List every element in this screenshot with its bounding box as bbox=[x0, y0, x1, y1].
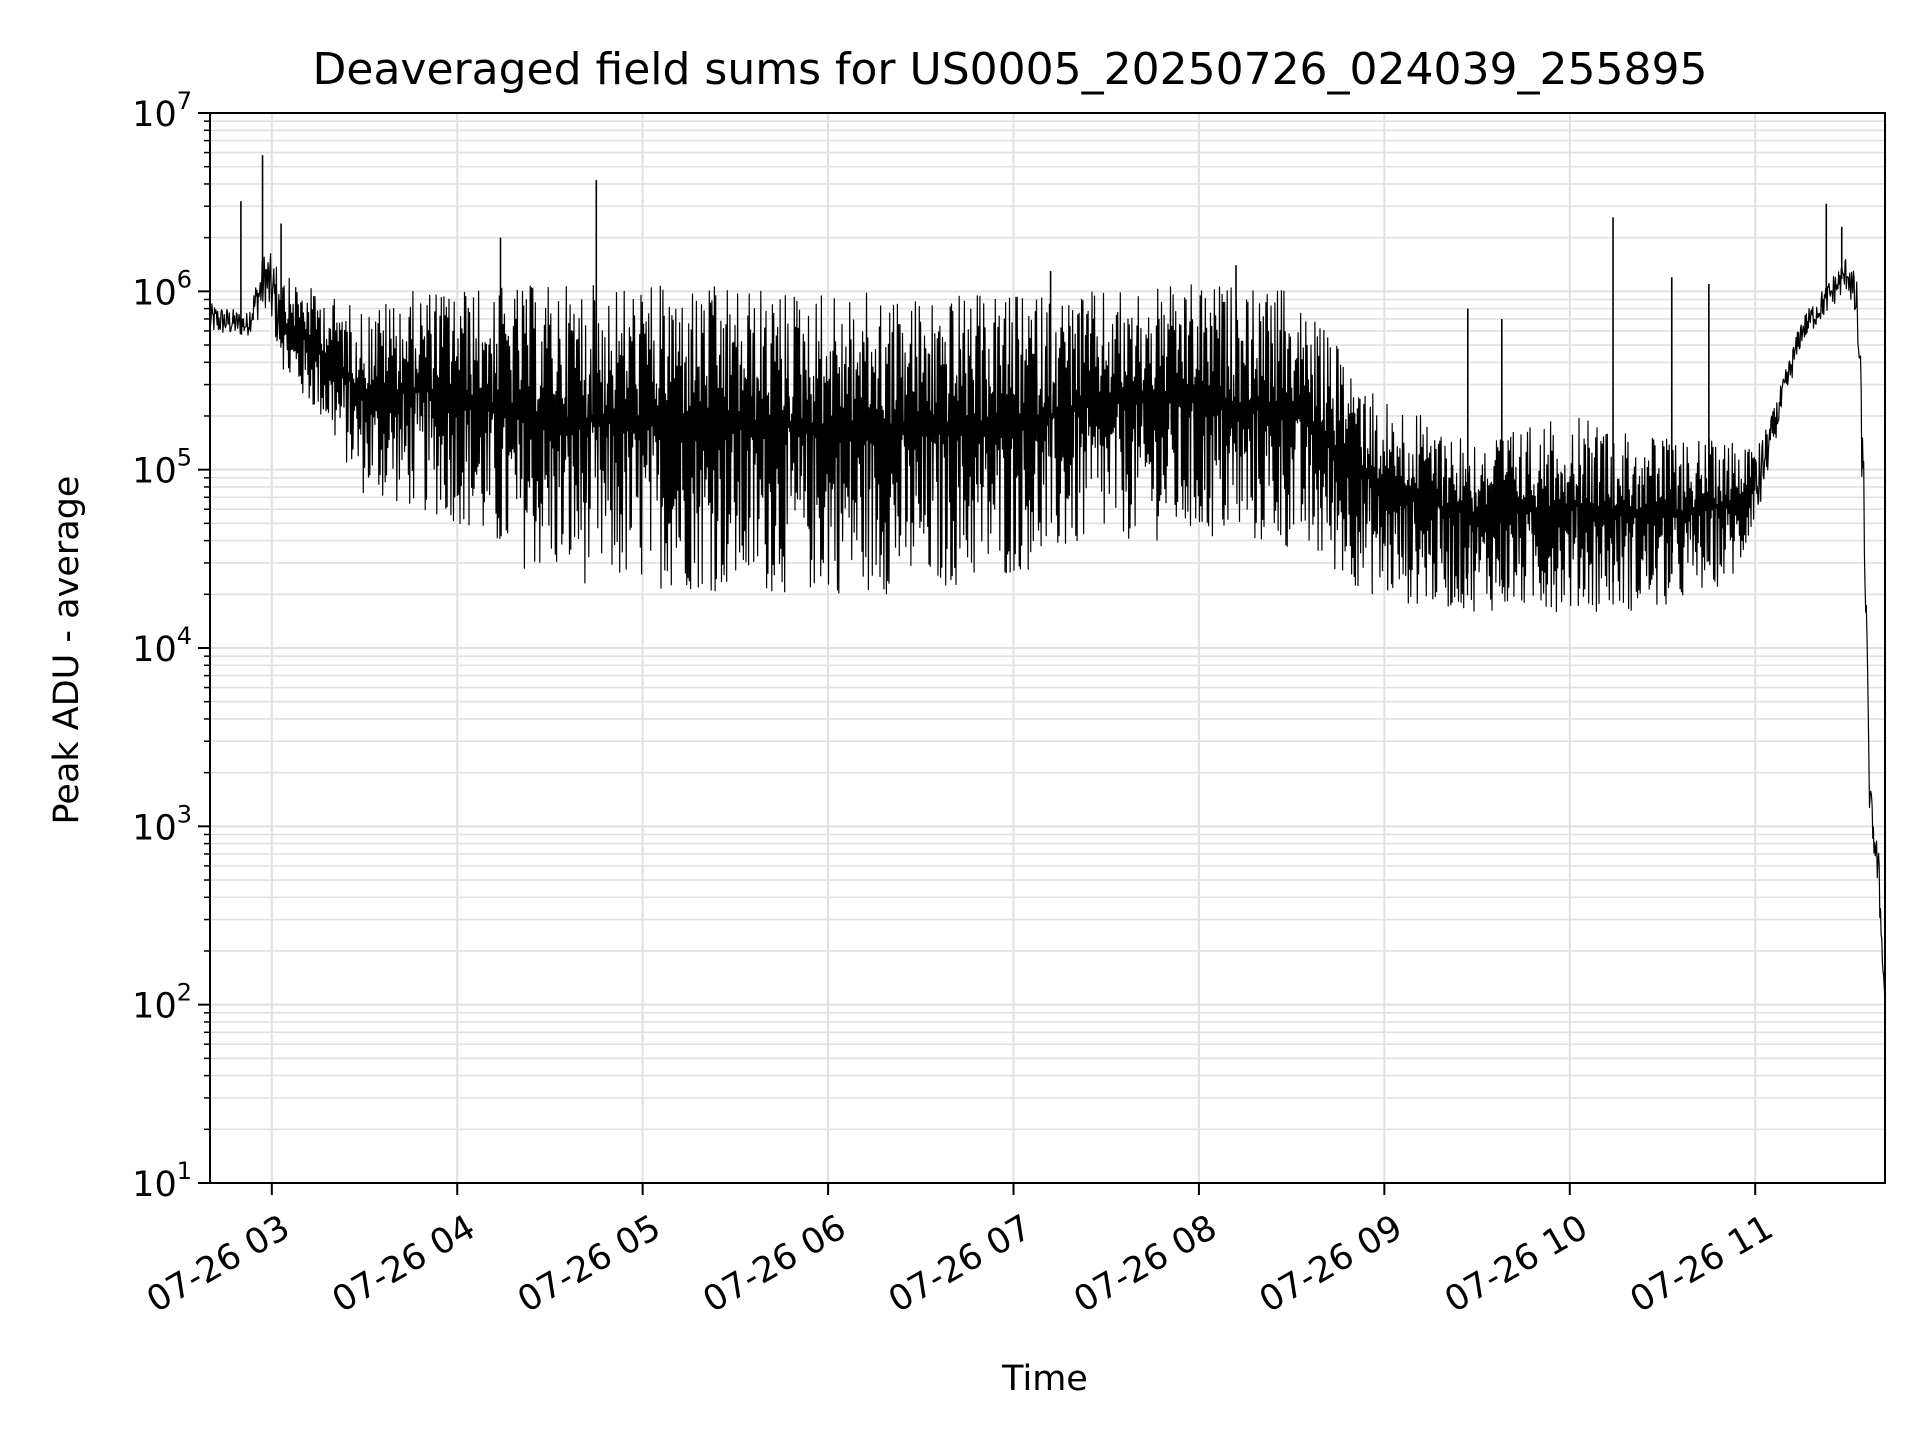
y-ticks: 101 102 103 104 105 106 107 bbox=[132, 87, 210, 1205]
y-tick-label: 105 bbox=[132, 444, 192, 492]
x-axis-label: Time bbox=[1001, 1359, 1088, 1399]
y-tick-label: 107 bbox=[132, 87, 192, 135]
y-tick-label: 103 bbox=[132, 800, 192, 848]
y-tick-label: 106 bbox=[132, 265, 192, 313]
y-tick-label: 102 bbox=[132, 979, 192, 1027]
y-axis-label: Peak ADU - average bbox=[47, 476, 87, 825]
grid bbox=[210, 113, 1885, 1183]
chart-title: Deaveraged field sums for US0005_2025072… bbox=[313, 44, 1708, 95]
series bbox=[209, 155, 1886, 1005]
y-tick-label: 101 bbox=[132, 1157, 192, 1205]
y-tick-label: 104 bbox=[132, 622, 192, 670]
series-line bbox=[209, 253, 1886, 1005]
